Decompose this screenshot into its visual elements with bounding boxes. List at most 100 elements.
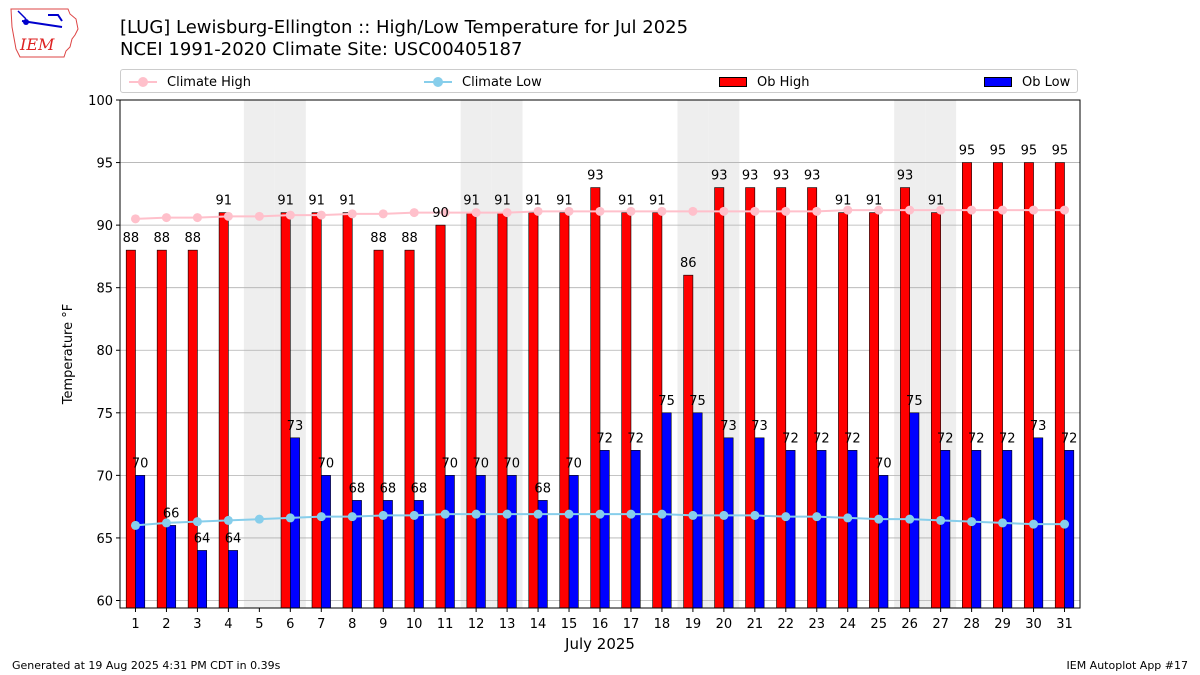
climate-low-point-day-28 <box>967 517 977 527</box>
climate-low-point-day-5 <box>254 514 264 524</box>
climate-high-point-day-22 <box>781 206 791 216</box>
ob-high-bar-day-14 <box>528 212 539 609</box>
climate-high-point-day-12 <box>471 208 481 218</box>
x-tick-label-14: 14 <box>530 617 547 632</box>
ob-low-label-day-9: 68 <box>380 481 397 496</box>
y-tick-label-90: 90 <box>96 219 113 234</box>
ob-high-label-day-3: 88 <box>185 231 202 246</box>
ob-low-bar-day-6 <box>290 437 300 609</box>
ob-high-label-day-22: 93 <box>773 169 790 184</box>
x-tick-label-5: 5 <box>255 617 263 632</box>
ob-low-label-day-16: 72 <box>596 431 613 446</box>
climate-high-point-day-29 <box>998 205 1008 215</box>
ob-low-label-day-14: 68 <box>534 481 551 496</box>
ob-high-label-day-23: 93 <box>804 169 821 184</box>
ob-high-label-day-24: 91 <box>835 194 852 209</box>
climate-low-point-day-6 <box>285 513 295 523</box>
weekend-shade-day-5 <box>243 100 275 608</box>
ob-high-label-day-29: 95 <box>990 144 1007 159</box>
climate-low-point-day-20 <box>719 510 729 520</box>
ob-high-bar-day-22 <box>776 187 787 609</box>
y-tick-label-75: 75 <box>96 407 113 422</box>
ob-high-bar-day-9 <box>373 249 384 609</box>
ob-low-swatch <box>984 77 1012 87</box>
climate-high-point-day-31 <box>1060 205 1070 215</box>
ob-high-label-day-30: 95 <box>1021 144 1038 159</box>
ob-low-bar-day-15 <box>568 475 579 609</box>
ob-low-label-day-21: 73 <box>751 419 768 434</box>
ob-high-swatch <box>719 77 747 87</box>
ob-high-bar-day-13 <box>497 212 508 609</box>
y-tick-label-100: 100 <box>88 94 113 109</box>
climate-high-point-day-8 <box>347 209 357 219</box>
x-tick-label-22: 22 <box>778 617 795 632</box>
ob-high-bar-day-10 <box>404 249 415 609</box>
ob-low-bar-day-29 <box>1002 450 1013 609</box>
ob-high-bar-day-23 <box>807 187 818 609</box>
x-tick-label-13: 13 <box>499 617 516 632</box>
ob-high-bar-day-27 <box>931 212 941 609</box>
ob-low-bar-day-1 <box>135 475 146 609</box>
legend-item-ob-high: Ob High <box>719 73 810 91</box>
climate-low-point-day-22 <box>781 512 791 522</box>
ob-low-bar-day-4 <box>228 550 238 609</box>
ob-low-bar-day-31 <box>1064 450 1075 609</box>
climate-high-point-day-24 <box>843 205 853 215</box>
x-tick-label-6: 6 <box>286 617 294 632</box>
ob-high-label-day-27: 91 <box>928 194 945 209</box>
legend-item-climate-low: Climate Low <box>424 73 542 91</box>
ob-low-label-day-28: 72 <box>968 431 985 446</box>
x-tick-label-3: 3 <box>193 617 201 632</box>
climate-low-point-day-3 <box>192 517 202 527</box>
ob-low-label-day-15: 70 <box>565 456 582 471</box>
y-tick-label-80: 80 <box>96 344 113 359</box>
ob-high-label-day-15: 91 <box>556 194 573 209</box>
climate-low-point-day-25 <box>874 514 884 524</box>
y-tick-label-70: 70 <box>96 469 113 484</box>
climate-high-point-day-10 <box>409 208 419 218</box>
x-tick-label-21: 21 <box>747 617 764 632</box>
ob-high-label-day-20: 93 <box>711 169 728 184</box>
ob-high-label-day-13: 91 <box>494 194 511 209</box>
climate-low-swatch <box>424 73 452 91</box>
climate-high-point-day-30 <box>1029 205 1039 215</box>
ob-low-label-day-29: 72 <box>999 431 1016 446</box>
ob-low-bar-day-19 <box>692 412 703 609</box>
ob-low-bar-day-20 <box>723 437 734 609</box>
ob-low-label-day-7: 70 <box>318 456 335 471</box>
climate-low-point-day-7 <box>316 512 326 522</box>
climate-low-point-day-8 <box>347 512 357 522</box>
climate-low-point-day-10 <box>409 510 419 520</box>
climate-high-point-day-26 <box>905 205 915 215</box>
legend-item-ob-low: Ob Low <box>984 73 1070 91</box>
ob-low-label-day-22: 72 <box>782 431 799 446</box>
ob-high-bar-day-30 <box>1023 162 1034 609</box>
ob-high-bar-day-31 <box>1054 162 1065 609</box>
legend-label-climate-low: Climate Low <box>462 74 542 90</box>
legend-item-climate-high: Climate High <box>129 73 251 91</box>
ob-low-bar-day-16 <box>599 450 610 609</box>
ob-high-label-day-11: 90 <box>432 206 449 221</box>
x-tick-label-4: 4 <box>224 617 232 632</box>
ob-high-bar-day-28 <box>962 162 972 609</box>
climate-high-point-day-28 <box>967 205 977 215</box>
ob-high-label-day-28: 95 <box>959 144 976 159</box>
x-axis-label: July 2025 <box>564 635 635 653</box>
y-tick-label-65: 65 <box>96 532 113 547</box>
x-tick-label-30: 30 <box>1025 617 1042 632</box>
x-tick-label-1: 1 <box>131 617 139 632</box>
climate-high-point-day-1 <box>130 214 140 224</box>
ob-low-label-day-19: 75 <box>689 394 706 409</box>
climate-low-point-day-29 <box>998 518 1008 528</box>
climate-low-point-day-30 <box>1029 519 1039 529</box>
ob-high-bar-day-8 <box>342 212 353 609</box>
climate-low-point-day-18 <box>657 509 667 519</box>
x-tick-label-23: 23 <box>809 617 826 632</box>
climate-low-point-day-17 <box>626 509 636 519</box>
ob-high-label-day-21: 93 <box>742 169 759 184</box>
climate-high-point-day-14 <box>533 206 543 216</box>
ob-high-label-day-14: 91 <box>525 194 542 209</box>
ob-low-bar-day-27 <box>940 450 951 609</box>
ob-high-bar-day-25 <box>869 212 880 609</box>
ob-low-bar-day-24 <box>847 450 858 609</box>
